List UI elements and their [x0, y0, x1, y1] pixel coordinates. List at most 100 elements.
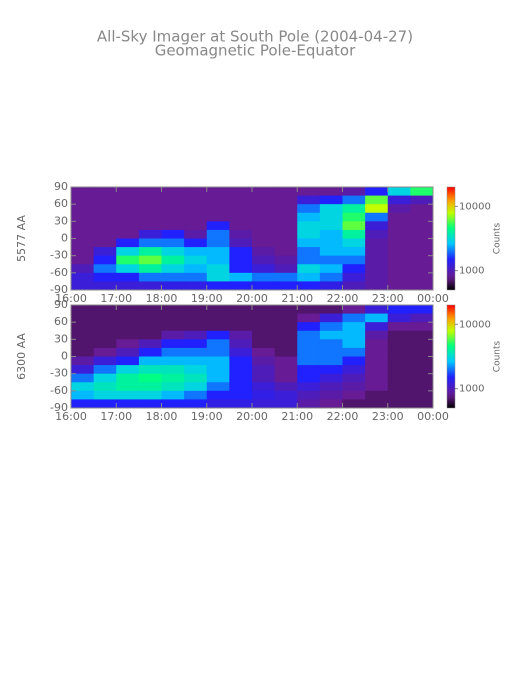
heat-cell — [206, 238, 230, 248]
heat-cell — [365, 313, 389, 323]
heat-cell — [342, 281, 366, 291]
y-tick-label: -60 — [50, 384, 68, 397]
heat-cell — [297, 281, 321, 291]
heat-cell — [184, 212, 208, 222]
heat-cell — [365, 390, 389, 400]
heat-cell — [319, 382, 343, 392]
heat-cell — [387, 339, 411, 349]
heat-cell — [206, 390, 230, 400]
heat-cell — [252, 365, 276, 375]
heat-cell — [138, 330, 162, 340]
x-tick-label: 00:00 — [417, 410, 449, 423]
heat-cell — [93, 347, 117, 357]
heat-cell — [319, 195, 343, 205]
heat-cell — [342, 365, 366, 375]
heat-cell — [319, 247, 343, 257]
x-tick-label: 22:00 — [327, 410, 359, 423]
heat-cell — [365, 365, 389, 375]
heat-cell — [319, 330, 343, 340]
heat-cell — [229, 365, 253, 375]
heat-cell — [365, 187, 389, 197]
heat-cell — [365, 382, 389, 392]
heat-cell — [71, 281, 95, 291]
heat-cell — [71, 264, 95, 274]
heat-cell — [319, 204, 343, 214]
heat-cell — [342, 187, 366, 197]
heat-cell — [206, 356, 230, 366]
heat-cell — [274, 373, 298, 383]
heat-cell — [184, 221, 208, 231]
y-tick-label: -60 — [50, 266, 68, 279]
heat-cell — [138, 390, 162, 400]
heat-cell — [161, 356, 185, 366]
heat-cell — [365, 330, 389, 340]
heat-cell — [252, 347, 276, 357]
heat-cell — [410, 238, 434, 248]
heat-cell — [71, 187, 95, 197]
heat-cell — [71, 373, 95, 383]
heat-cell — [206, 264, 230, 274]
heat-cell — [229, 238, 253, 248]
heat-cell — [71, 195, 95, 205]
heat-cell — [71, 322, 95, 332]
heat-cell — [297, 204, 321, 214]
colorbar-title: Counts — [493, 340, 503, 372]
heat-cell — [93, 272, 117, 282]
heat-cell — [274, 255, 298, 265]
heat-cell — [184, 356, 208, 366]
x-tick-label: 21:00 — [281, 410, 313, 423]
heat-cell — [252, 204, 276, 214]
heat-cell — [297, 212, 321, 222]
heat-cell — [365, 339, 389, 349]
heat-cell — [274, 313, 298, 323]
heat-cell — [319, 238, 343, 248]
heat-cell — [252, 229, 276, 239]
heat-cell — [229, 204, 253, 214]
heat-cell — [274, 365, 298, 375]
heat-cell — [252, 272, 276, 282]
heat-cell — [297, 399, 321, 409]
heat-cell — [116, 247, 140, 257]
heat-cell — [116, 356, 140, 366]
x-tick-label: 18:00 — [146, 292, 178, 305]
y-tick-label: 90 — [54, 180, 68, 193]
heat-cell — [93, 247, 117, 257]
x-tick-label: 19:00 — [191, 410, 223, 423]
heat-cell — [161, 255, 185, 265]
heat-cell — [297, 305, 321, 315]
heat-cell — [410, 195, 434, 205]
heat-cell — [387, 365, 411, 375]
heat-cell — [410, 221, 434, 231]
y-axis-title: 5577 AA — [15, 215, 28, 262]
heat-cell — [229, 229, 253, 239]
heat-cell — [297, 247, 321, 257]
heat-cell — [229, 382, 253, 392]
heat-cell — [93, 373, 117, 383]
heat-cell — [138, 347, 162, 357]
heat-cell — [252, 322, 276, 332]
heat-cell — [71, 365, 95, 375]
heat-cell — [274, 212, 298, 222]
heat-cell — [319, 365, 343, 375]
heat-cell — [184, 281, 208, 291]
heat-cell — [206, 365, 230, 375]
heat-cell — [93, 212, 117, 222]
heat-cell — [93, 322, 117, 332]
heat-cell — [138, 373, 162, 383]
y-tick-label: 90 — [54, 298, 68, 311]
heat-cell — [342, 229, 366, 239]
heat-cell — [297, 221, 321, 231]
heat-cell — [229, 390, 253, 400]
heat-cell — [274, 204, 298, 214]
heat-cell — [252, 390, 276, 400]
heat-cell — [410, 390, 434, 400]
heat-cell — [319, 272, 343, 282]
heat-cell — [116, 313, 140, 323]
heat-cell — [161, 229, 185, 239]
x-tick-label: 20:00 — [236, 410, 268, 423]
heat-cell — [161, 281, 185, 291]
heat-cell — [365, 204, 389, 214]
heat-cell — [410, 204, 434, 214]
heat-cell — [319, 212, 343, 222]
heat-cell — [410, 247, 434, 257]
